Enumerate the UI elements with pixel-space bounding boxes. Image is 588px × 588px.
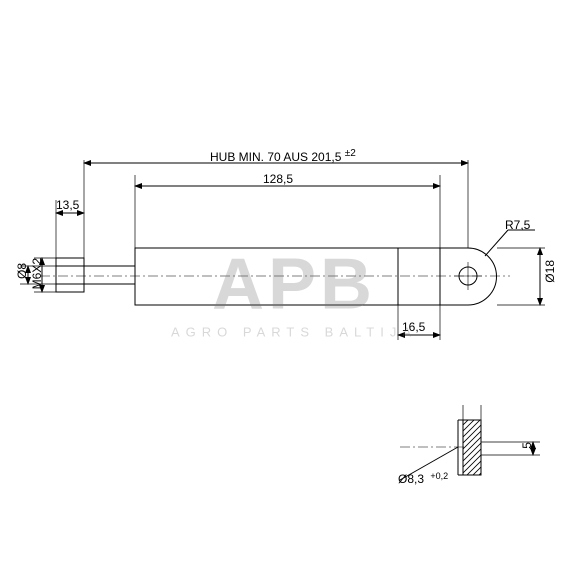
dim-left-ext: 13,5 — [56, 198, 79, 212]
dim-body-length: 128,5 — [263, 172, 293, 186]
dim-plate-t: 5 — [520, 442, 534, 449]
dim-thread: M6X2 — [30, 258, 44, 289]
dim-overall: HUB MIN. 70 AUS 201,5 ±2 — [210, 148, 356, 164]
dim-rod-dia: Ø8 — [15, 263, 29, 279]
dim-eye-radius: R7,5 — [505, 218, 530, 232]
technical-drawing-svg — [0, 0, 588, 588]
drawing-canvas: HUB MIN. 70 AUS 201,5 ±2 128,5 13,5 16,5… — [0, 0, 588, 588]
dim-eye-od: Ø18 — [543, 260, 557, 283]
dim-bore-dia: Ø8,3 +0,2 — [398, 472, 445, 486]
dim-step: 16,5 — [402, 320, 425, 334]
